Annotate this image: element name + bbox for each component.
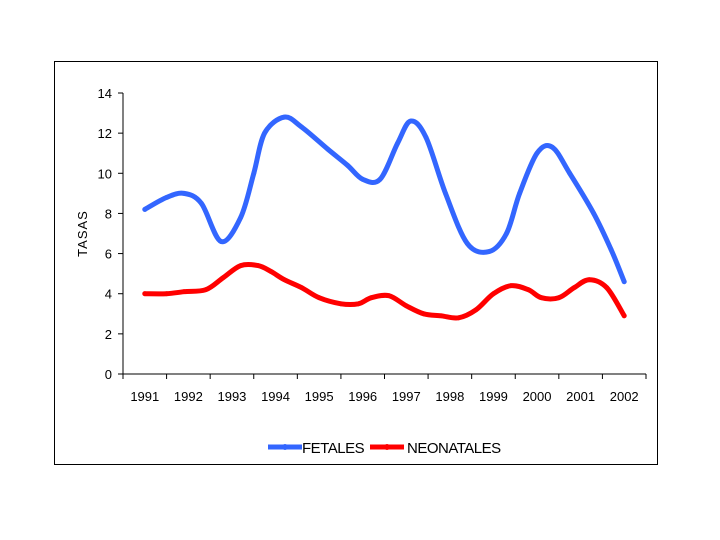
data-point-fetales xyxy=(517,191,522,196)
data-point-neonatales xyxy=(525,287,531,293)
data-point-fetales xyxy=(251,170,257,176)
x-tick-label: 1999 xyxy=(479,389,508,404)
data-point-fetales xyxy=(464,241,470,246)
data-point-neonatales xyxy=(356,301,361,307)
data-point-neonatales xyxy=(403,303,409,309)
y-tick-label: 8 xyxy=(105,206,112,221)
data-point-fetales xyxy=(608,247,614,253)
x-tick-label: 1996 xyxy=(348,389,377,404)
data-point-fetales xyxy=(345,162,350,168)
data-point-fetales xyxy=(377,176,383,182)
data-point-fetales xyxy=(408,118,413,124)
data-point-fetales xyxy=(281,114,287,120)
data-point-fetales xyxy=(549,144,555,150)
data-point-fetales xyxy=(299,124,305,130)
data-point-fetales xyxy=(181,191,187,196)
chart-frame xyxy=(54,61,658,465)
data-point-fetales xyxy=(262,130,267,136)
data-point-neonatales xyxy=(571,285,577,291)
data-point-fetales xyxy=(325,146,331,152)
data-point-neonatales xyxy=(281,277,287,283)
legend-marker-neonatales xyxy=(384,444,390,450)
data-point-fetales xyxy=(142,207,148,212)
legend-label-fetales: FETALES xyxy=(302,440,365,457)
data-point-neonatales xyxy=(421,311,427,317)
data-point-fetales xyxy=(199,201,204,206)
data-point-neonatales xyxy=(621,313,627,319)
data-point-neonatales xyxy=(491,291,496,297)
y-tick-label: 14 xyxy=(98,86,112,101)
x-tick-label: 2002 xyxy=(610,389,639,404)
data-point-neonatales xyxy=(299,285,305,291)
series-line-fetales xyxy=(142,114,627,285)
y-tick-label: 0 xyxy=(105,367,112,382)
y-tick-label: 2 xyxy=(105,327,112,342)
data-point-fetales xyxy=(164,195,170,200)
data-point-neonatales xyxy=(473,307,479,313)
x-tick-label: 1992 xyxy=(174,389,203,404)
data-point-neonatales xyxy=(508,283,514,289)
data-point-neonatales xyxy=(438,313,444,319)
y-tick-label: 10 xyxy=(98,166,112,181)
data-point-neonatales xyxy=(338,301,344,307)
y-tick-label: 6 xyxy=(105,247,112,262)
data-point-neonatales xyxy=(255,263,261,268)
data-point-fetales xyxy=(567,170,573,176)
x-tick-label: 1991 xyxy=(130,389,159,404)
data-point-fetales xyxy=(486,249,492,255)
data-point-neonatales xyxy=(181,289,187,295)
data-point-neonatales xyxy=(220,275,226,281)
legend-marker-fetales xyxy=(282,444,288,450)
y-tick-label: 4 xyxy=(105,287,112,302)
data-point-fetales xyxy=(218,239,224,244)
data-point-fetales xyxy=(238,215,244,220)
x-tick-label: 1993 xyxy=(217,389,246,404)
data-point-neonatales xyxy=(316,295,322,301)
y-tick-label: 12 xyxy=(98,126,112,141)
data-point-neonatales xyxy=(369,295,374,301)
data-point-neonatales xyxy=(604,285,610,291)
data-point-neonatales xyxy=(164,291,170,297)
data-point-neonatales xyxy=(586,277,592,283)
data-point-neonatales xyxy=(268,269,274,274)
data-point-fetales xyxy=(360,176,366,182)
data-point-fetales xyxy=(443,191,448,196)
x-tick-label: 1998 xyxy=(435,389,464,404)
data-point-fetales xyxy=(395,140,400,146)
x-tick-label: 2001 xyxy=(566,389,595,404)
x-tick-label: 1994 xyxy=(261,389,290,404)
data-point-neonatales xyxy=(456,315,461,321)
data-point-fetales xyxy=(591,211,597,216)
data-point-neonatales xyxy=(238,263,244,268)
data-point-neonatales xyxy=(142,291,148,297)
x-tick-label: 2000 xyxy=(523,389,552,404)
data-point-neonatales xyxy=(203,287,209,293)
x-tick-label: 1995 xyxy=(305,389,334,404)
data-point-fetales xyxy=(534,150,540,156)
data-point-neonatales xyxy=(386,293,392,299)
data-point-fetales xyxy=(423,134,429,140)
data-point-neonatales xyxy=(556,295,562,301)
series-line-neonatales xyxy=(142,261,627,321)
y-axis-title: TASAS xyxy=(75,210,90,257)
data-point-neonatales xyxy=(539,295,544,301)
legend-label-neonatales: NEONATALES xyxy=(407,440,501,457)
data-point-fetales xyxy=(504,231,509,236)
x-tick-label: 1997 xyxy=(392,389,421,404)
data-point-fetales xyxy=(621,279,627,285)
